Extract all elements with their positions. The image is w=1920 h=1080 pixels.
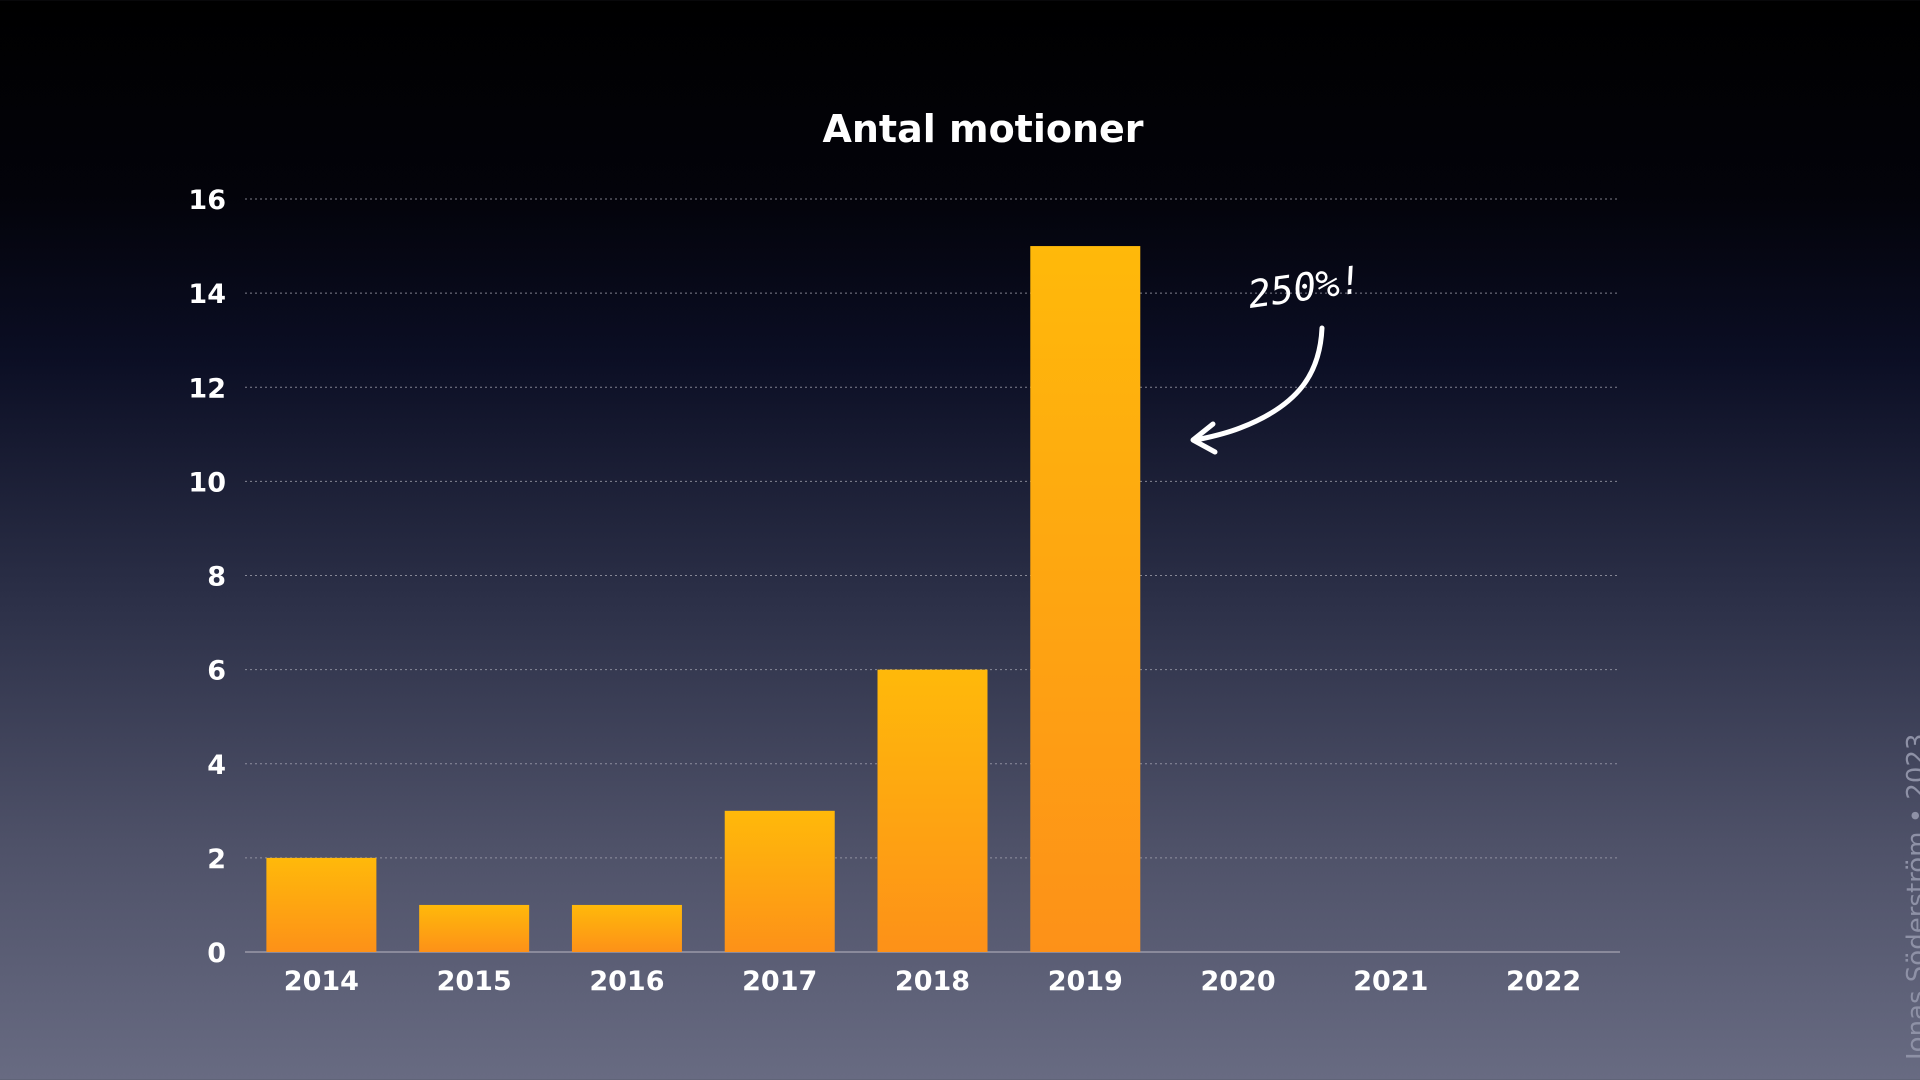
annotation: 250%! <box>1190 257 1365 455</box>
chart-title: Antal motioner <box>822 107 1143 151</box>
y-tick-label: 10 <box>188 467 226 498</box>
bar-2019 <box>1030 246 1141 952</box>
x-tick-label-2016: 2016 <box>589 966 664 997</box>
x-tick-label-2022: 2022 <box>1506 966 1581 997</box>
bar-2017 <box>724 810 835 952</box>
x-axis: 2014 2015 2016 2017 2018 2019 2020 2021 2022 <box>284 966 1581 997</box>
bar-2015 <box>419 904 530 952</box>
x-tick-label-2014: 2014 <box>284 966 359 997</box>
x-tick-label-2021: 2021 <box>1353 966 1428 997</box>
bar-2018 <box>877 669 988 952</box>
y-tick-label: 2 <box>207 844 226 875</box>
x-tick-label-2020: 2020 <box>1200 966 1275 997</box>
bar-layer <box>266 246 1141 952</box>
annotation-label: 250%! <box>1245 257 1364 316</box>
y-tick-label: 8 <box>207 562 226 593</box>
y-axis: 0 2 4 6 8 10 12 14 16 <box>188 185 226 969</box>
credit-text: Jonas Söderström • 2023 <box>1902 733 1920 1060</box>
y-tick-label: 16 <box>188 185 226 216</box>
annotation-arrowhead-icon <box>1190 421 1218 455</box>
y-tick-label: 4 <box>207 750 226 781</box>
bar-2016 <box>571 904 682 952</box>
bar-2014 <box>266 857 377 952</box>
x-tick-label-2017: 2017 <box>742 966 817 997</box>
x-tick-label-2015: 2015 <box>437 966 512 997</box>
y-tick-label: 0 <box>207 938 226 969</box>
y-tick-label: 6 <box>207 656 226 687</box>
x-tick-label-2019: 2019 <box>1048 966 1123 997</box>
y-tick-label: 14 <box>188 279 226 310</box>
x-tick-label-2018: 2018 <box>895 966 970 997</box>
y-tick-label: 12 <box>188 373 226 404</box>
annotation-arrow-icon <box>1193 325 1325 443</box>
